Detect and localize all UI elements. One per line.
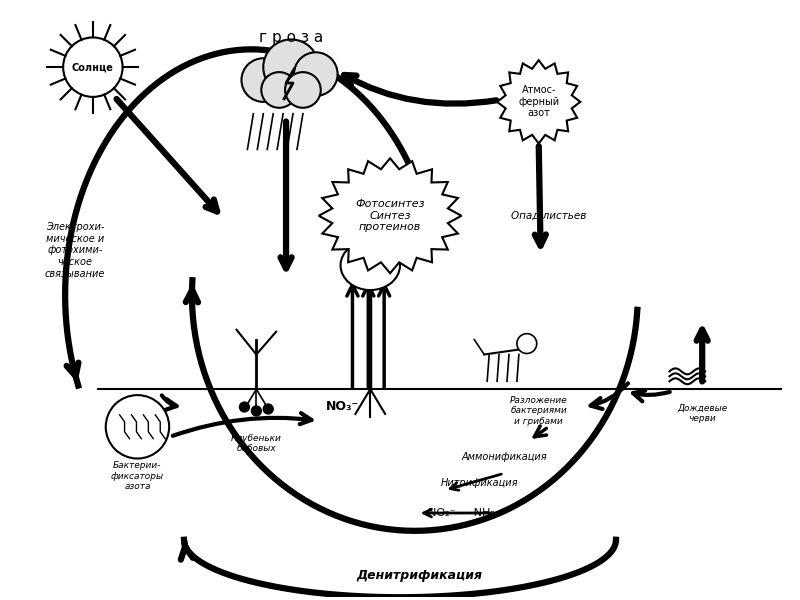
Text: Денитрификация: Денитрификация	[357, 569, 483, 582]
Ellipse shape	[341, 241, 400, 290]
Text: Разложение
бактериями
и грибами: Разложение бактериями и грибами	[510, 396, 567, 426]
Circle shape	[239, 402, 250, 412]
Circle shape	[242, 58, 285, 102]
Text: Аммонификация: Аммонификация	[462, 452, 547, 461]
Text: Фотосинтез
Синтез
протеинов: Фотосинтез Синтез протеинов	[355, 199, 425, 232]
Text: Нитрификация: Нитрификация	[441, 478, 518, 488]
Circle shape	[285, 72, 321, 108]
Circle shape	[63, 37, 122, 97]
Circle shape	[263, 404, 273, 414]
Text: Электрохи-
мическое и
фотохими-
ческое
связывание: Электрохи- мическое и фотохими- ческое с…	[45, 222, 106, 278]
Circle shape	[251, 406, 262, 416]
Text: NO₂⁻ — NH₃: NO₂⁻ — NH₃	[428, 508, 495, 518]
Polygon shape	[497, 60, 580, 143]
Text: г р о з а: г р о з а	[259, 30, 323, 45]
Text: Опад листьев: Опад листьев	[511, 211, 586, 221]
Circle shape	[517, 334, 537, 353]
Text: Дождевые
черви: Дождевые черви	[677, 404, 727, 424]
Circle shape	[294, 52, 338, 96]
Text: Атмос-
ферный
азот: Атмос- ферный азот	[518, 85, 559, 118]
Text: NO₃⁻: NO₃⁻	[326, 401, 359, 413]
Text: Клубеньки
бобовых: Клубеньки бобовых	[231, 434, 282, 454]
Circle shape	[262, 72, 297, 108]
Circle shape	[106, 395, 169, 458]
Circle shape	[263, 40, 318, 95]
Text: Солнце: Солнце	[72, 62, 114, 72]
Polygon shape	[318, 158, 462, 273]
Text: Бактерии-
фиксаторы
азота: Бактерии- фиксаторы азота	[111, 461, 164, 491]
